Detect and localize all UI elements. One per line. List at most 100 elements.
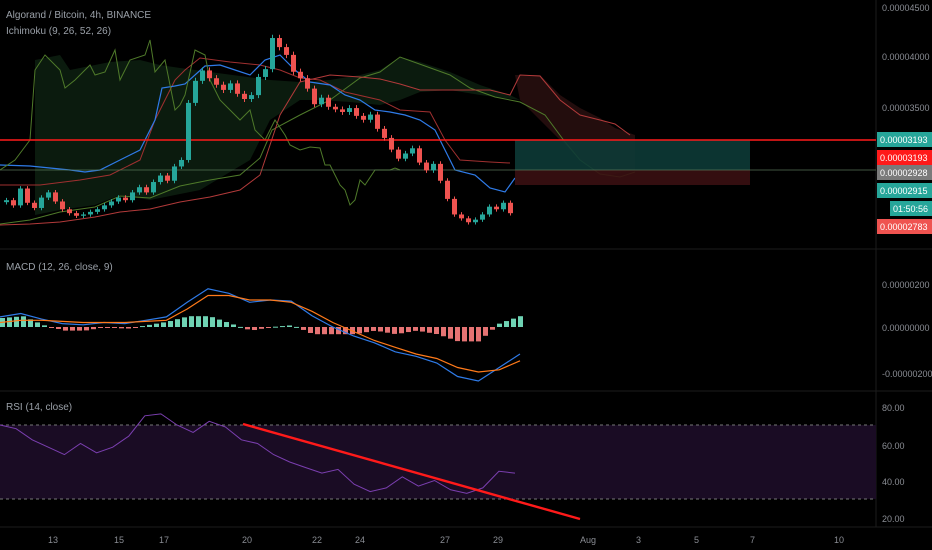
candle <box>410 148 415 154</box>
macd-histogram-bar <box>126 327 131 329</box>
candle <box>340 109 345 112</box>
countdown-label: 01:50:56 <box>893 204 928 214</box>
macd-histogram-bar <box>161 322 166 327</box>
candle <box>18 188 23 206</box>
candle <box>284 47 289 55</box>
candle <box>116 197 121 202</box>
macd-histogram-bar <box>182 317 187 327</box>
time-label: 29 <box>493 535 503 545</box>
candle <box>333 106 338 110</box>
macd-histogram-bar <box>308 327 313 333</box>
macd-line <box>0 288 521 382</box>
candle <box>179 159 184 167</box>
candle <box>417 148 422 163</box>
cloud-fill-green <box>35 55 520 215</box>
macd-histogram-bar <box>63 327 68 331</box>
rsi-trend-line[interactable] <box>242 422 581 521</box>
price-badge: 0.00003193 <box>877 132 932 147</box>
candle <box>424 162 429 171</box>
macd-histogram-bar <box>70 327 75 331</box>
macd-histogram-bar <box>105 327 110 328</box>
macd-histogram-bar <box>119 327 124 329</box>
macd-histogram-bar <box>518 316 523 327</box>
candle <box>249 95 254 99</box>
price-badge-bg <box>877 183 932 198</box>
price-badge-label: 0.00002783 <box>880 222 928 232</box>
candle <box>438 163 443 181</box>
candle <box>466 218 471 223</box>
price-tick: 0.00004000 <box>882 52 930 62</box>
macd-histogram-bar <box>406 327 411 333</box>
price-badge-bg <box>877 219 932 234</box>
position-box-loss[interactable] <box>515 170 750 185</box>
candle <box>452 198 457 215</box>
macd-histogram-bar <box>49 327 54 328</box>
candle <box>361 115 366 120</box>
macd-histogram-bar <box>140 326 145 328</box>
candle <box>368 114 373 120</box>
rsi-tick: 40.00 <box>882 477 905 487</box>
rsi-line <box>0 413 516 494</box>
candle <box>25 188 30 203</box>
candle <box>200 70 205 81</box>
macd-histogram-bar <box>196 316 201 327</box>
candle <box>165 175 170 181</box>
macd-histogram-bar <box>42 325 47 327</box>
macd-histogram-bar <box>448 327 453 339</box>
candle <box>326 97 331 107</box>
candle <box>4 200 9 203</box>
macd-histogram-bar <box>203 316 208 327</box>
candle <box>235 83 240 94</box>
candle <box>242 93 247 99</box>
time-label: 15 <box>114 535 124 545</box>
macd-histogram-bar <box>91 327 96 330</box>
candle <box>382 128 387 138</box>
macd-histogram-bar <box>329 327 334 335</box>
macd-histogram-bar <box>112 327 117 328</box>
candle <box>312 88 317 105</box>
countdown-badge-bg <box>890 201 932 216</box>
macd-histogram-bar <box>343 327 348 335</box>
candle <box>46 192 51 198</box>
candle <box>172 166 177 181</box>
time-label: 24 <box>355 535 365 545</box>
lagging-line <box>0 39 401 206</box>
candle <box>256 76 261 96</box>
candle <box>193 80 198 103</box>
time-label: 13 <box>48 535 58 545</box>
candle <box>81 214 86 216</box>
macd-histogram-bar <box>294 326 299 328</box>
macd-histogram-bar <box>147 324 152 327</box>
symbol-title: Algorand / Bitcoin, 4h, BINANCE <box>6 10 151 21</box>
candle <box>277 38 282 48</box>
candle <box>74 213 79 216</box>
macd-histogram-bar <box>287 325 292 327</box>
candle <box>487 206 492 215</box>
candle <box>32 202 37 208</box>
candle <box>11 200 16 206</box>
candle <box>389 137 394 150</box>
candle <box>494 206 499 210</box>
price-tick: 0.00004500 <box>882 3 930 13</box>
candle <box>214 78 219 85</box>
price-tick: 0.00003500 <box>882 103 930 113</box>
macd-histogram-bar <box>476 327 481 342</box>
time-label: 22 <box>312 535 322 545</box>
macd-histogram-bar <box>252 327 257 331</box>
countdown-badge: 01:50:56 <box>890 201 932 216</box>
macd-histogram-bar <box>189 316 194 327</box>
macd-histogram-bar <box>280 326 285 328</box>
time-label: 20 <box>242 535 252 545</box>
candle <box>431 163 436 171</box>
candles-group <box>4 34 513 225</box>
candle <box>102 205 107 210</box>
macd-histogram-bar <box>7 317 12 327</box>
macd-histogram-bar <box>357 327 362 334</box>
macd-histogram-bar <box>315 327 320 335</box>
position-box-profit[interactable] <box>515 140 750 170</box>
candle <box>396 149 401 159</box>
macd-histogram-bar <box>469 327 474 342</box>
candle <box>291 54 296 72</box>
candle <box>270 38 275 70</box>
